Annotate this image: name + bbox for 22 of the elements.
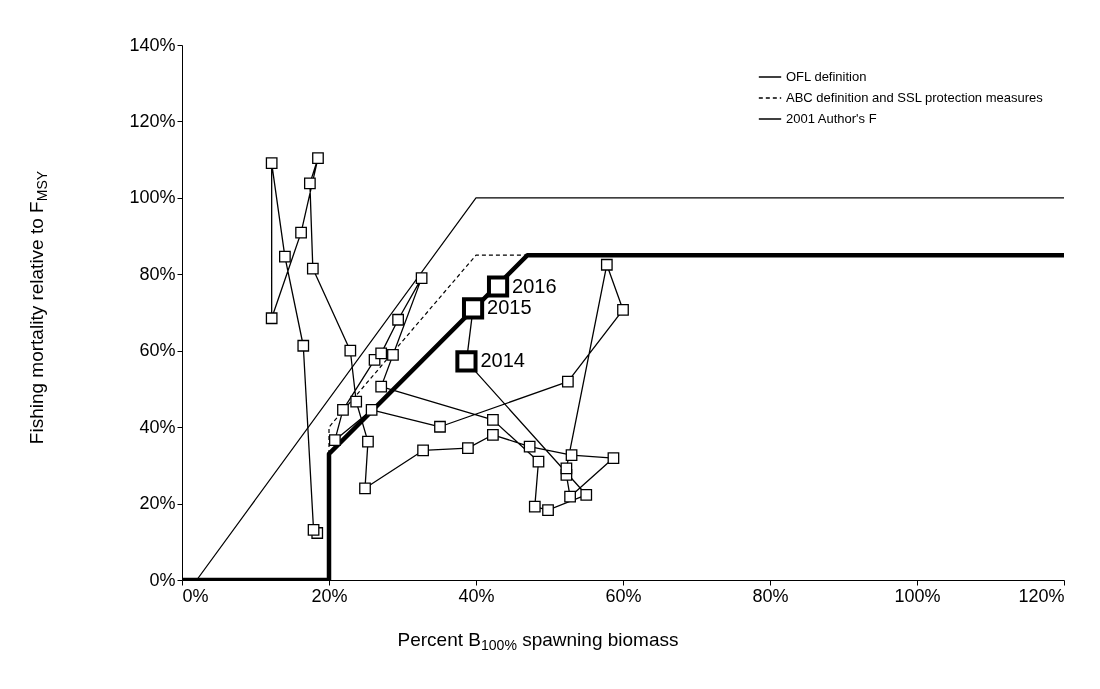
x-tick-label: 100% [894,585,941,606]
x-tick-label: 60% [605,585,642,606]
x-tick-label: 20% [311,585,348,606]
x-tick-label: 80% [752,585,789,606]
y-tick-label: 140% [129,34,176,55]
x-tick-label: 40% [458,585,495,606]
legend-label: OFL definition [786,69,867,84]
y-tick-label: 40% [139,416,176,437]
y-tick-label: 20% [139,493,176,514]
y-tick-label: 80% [139,263,176,284]
x-tick-label: 120% [1018,585,1065,606]
y-tick-label: 100% [129,187,176,208]
legend-label: 2001 Author's F [786,111,877,126]
annotation: 2014 [480,349,525,372]
annotation: 2016 [512,274,557,297]
legend-label: ABC definition and SSL protection measures [786,90,1044,105]
annotation: 2015 [487,296,532,319]
y-axis-title: Fishing mortality relative to FMSY [26,170,50,445]
x-tick-label: 0% [182,585,209,606]
y-tick-label: 120% [129,110,176,131]
y-tick-label: 0% [149,569,176,590]
y-tick-label: 60% [139,340,176,361]
